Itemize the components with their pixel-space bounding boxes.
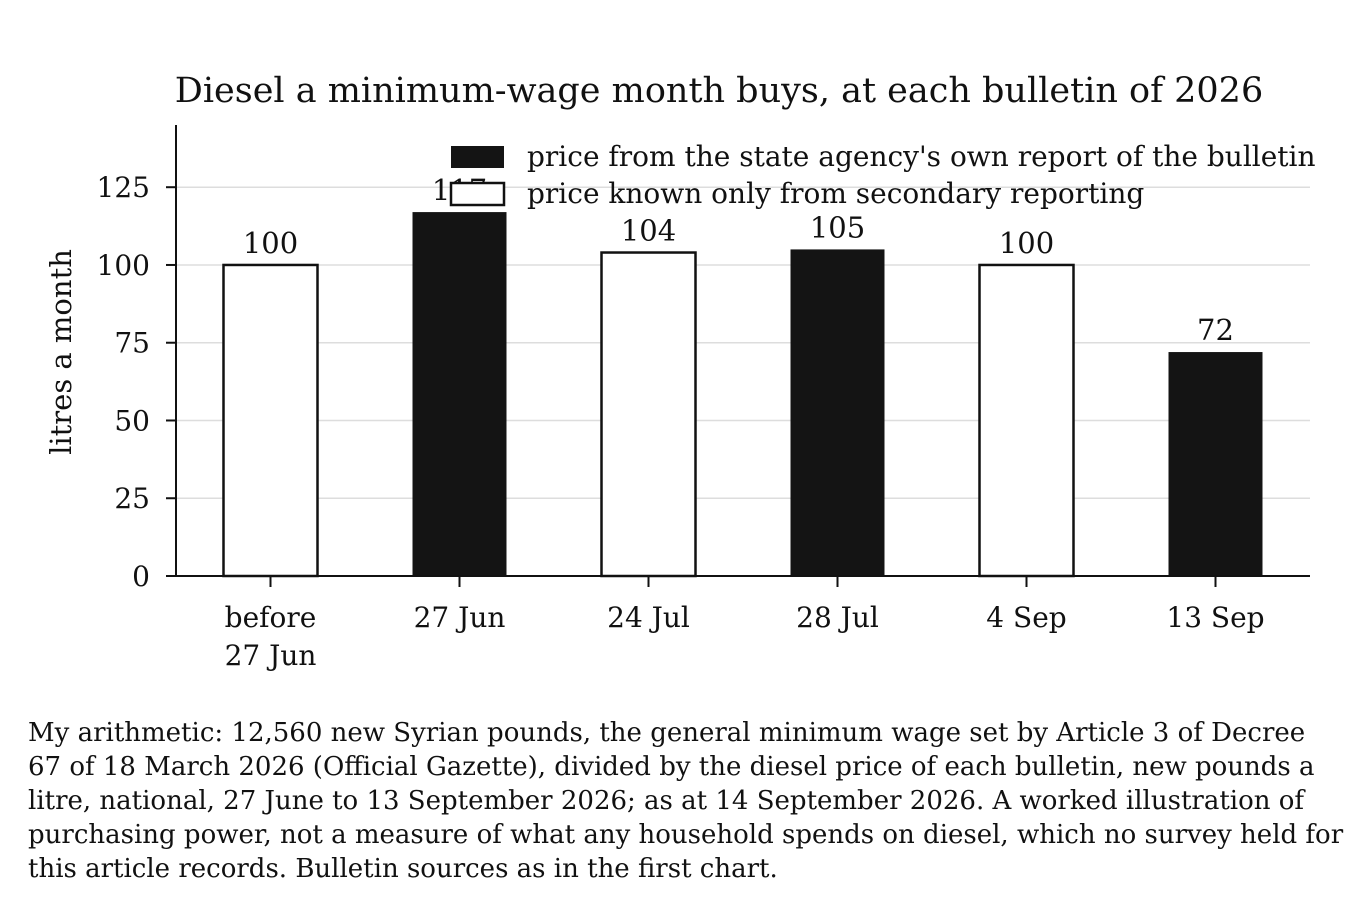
axes [166,125,1310,587]
bar-value-label: 72 [1197,313,1234,347]
legend-swatch-secondary [449,181,506,207]
bars [222,212,1263,578]
x-tick-label: before 27 Jun [225,601,317,672]
legend-label-official: price from the state agency's own report… [527,140,1316,173]
y-tick-label: 0 [132,560,150,593]
bar-value-label: 105 [810,210,865,244]
legend-label-secondary: price known only from secondary reportin… [527,177,1144,210]
x-tick-label: 4 Sep [986,601,1066,634]
x-tick-label: 28 Jul [796,601,879,634]
diesel-bar-chart: Diesel a minimum-wage month buys, at eac… [44,71,1316,672]
legend-swatch-official [451,146,504,168]
y-tick-label: 100 [97,249,150,282]
bar-secondary [222,263,319,578]
bar-value-label: 100 [999,226,1054,260]
y-tick-label: 125 [97,171,150,204]
x-tick-labels: before 27 Jun 27 Jun 24 Jul 28 Jul 4 Sep 13 Se… [225,601,1265,672]
bar-official [790,249,885,576]
bar-secondary [600,251,697,578]
bar-official [1168,352,1263,576]
y-axis-title: litres a month [44,249,78,455]
y-tick-label: 25 [114,482,150,515]
y-tick-label: 50 [114,404,150,437]
x-tick-label: 24 Jul [607,601,690,634]
y-tick-label: 75 [114,327,150,360]
bar-official [412,212,507,576]
y-tick-labels: 0 25 50 75 100 125 [97,171,150,593]
x-tick-label: 27 Jun [414,601,506,634]
bar-secondary [978,263,1075,578]
chart-title: Diesel a minimum-wage month buys, at eac… [175,71,1263,111]
gridlines [176,186,1310,499]
chart-caption: My arithmetic: 12,560 new Syrian pounds,… [28,718,1344,884]
bar-value-label: 100 [243,226,298,260]
legend: price from the state agency's own report… [449,140,1316,210]
x-tick-label: 13 Sep [1166,601,1264,634]
bar-value-labels: 10011710410510072 [243,173,1234,347]
bar-value-label: 104 [621,214,676,248]
